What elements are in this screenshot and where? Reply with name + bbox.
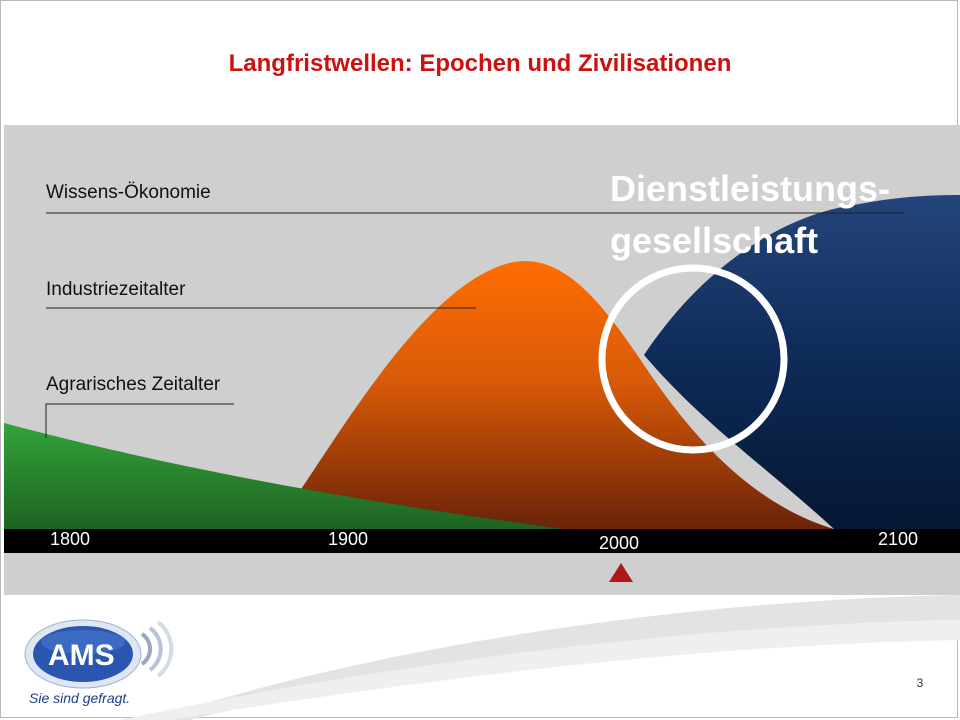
timeline-year-2100: 2100: [878, 529, 918, 549]
epoch-label-knowledge-economy: Wissens-Ökonomie: [46, 182, 211, 203]
timeline-bar: [4, 529, 960, 553]
decorative-swoosh: [120, 595, 960, 720]
epoch-label-industrial-age: Industriezeitalter: [46, 279, 186, 300]
epoch-label-agrarian-age: Agrarisches Zeitalter: [46, 374, 221, 395]
highlight-circle: [598, 264, 788, 454]
services-society-label-line1: Dienstleistungs-: [610, 168, 890, 209]
knowledge-economy-wave: [644, 195, 960, 529]
timeline-year-2000: 2000: [599, 533, 639, 553]
epochs-diagram: Wissens-Ökonomie Industriezeitalter Agra…: [4, 125, 960, 595]
timeline-year-1900: 1900: [328, 529, 368, 549]
ams-logo-text: AMS: [48, 639, 115, 672]
services-society-label-line2: gesellschaft: [610, 220, 818, 261]
ams-logo: AMS: [24, 619, 174, 689]
timeline-year-1800: 1800: [50, 529, 90, 549]
agrarian-age-line: [45, 403, 234, 438]
page-number: 3: [916, 676, 924, 690]
agrarian-age-wave: [4, 423, 564, 529]
slide-title: Langfristwellen: Epochen und Zivilisatio…: [228, 50, 732, 77]
ams-tagline: Sie sind gefragt.: [29, 690, 131, 706]
industrial-age-wave: [274, 260, 834, 529]
current-year-marker-triangle-icon: [609, 563, 633, 582]
